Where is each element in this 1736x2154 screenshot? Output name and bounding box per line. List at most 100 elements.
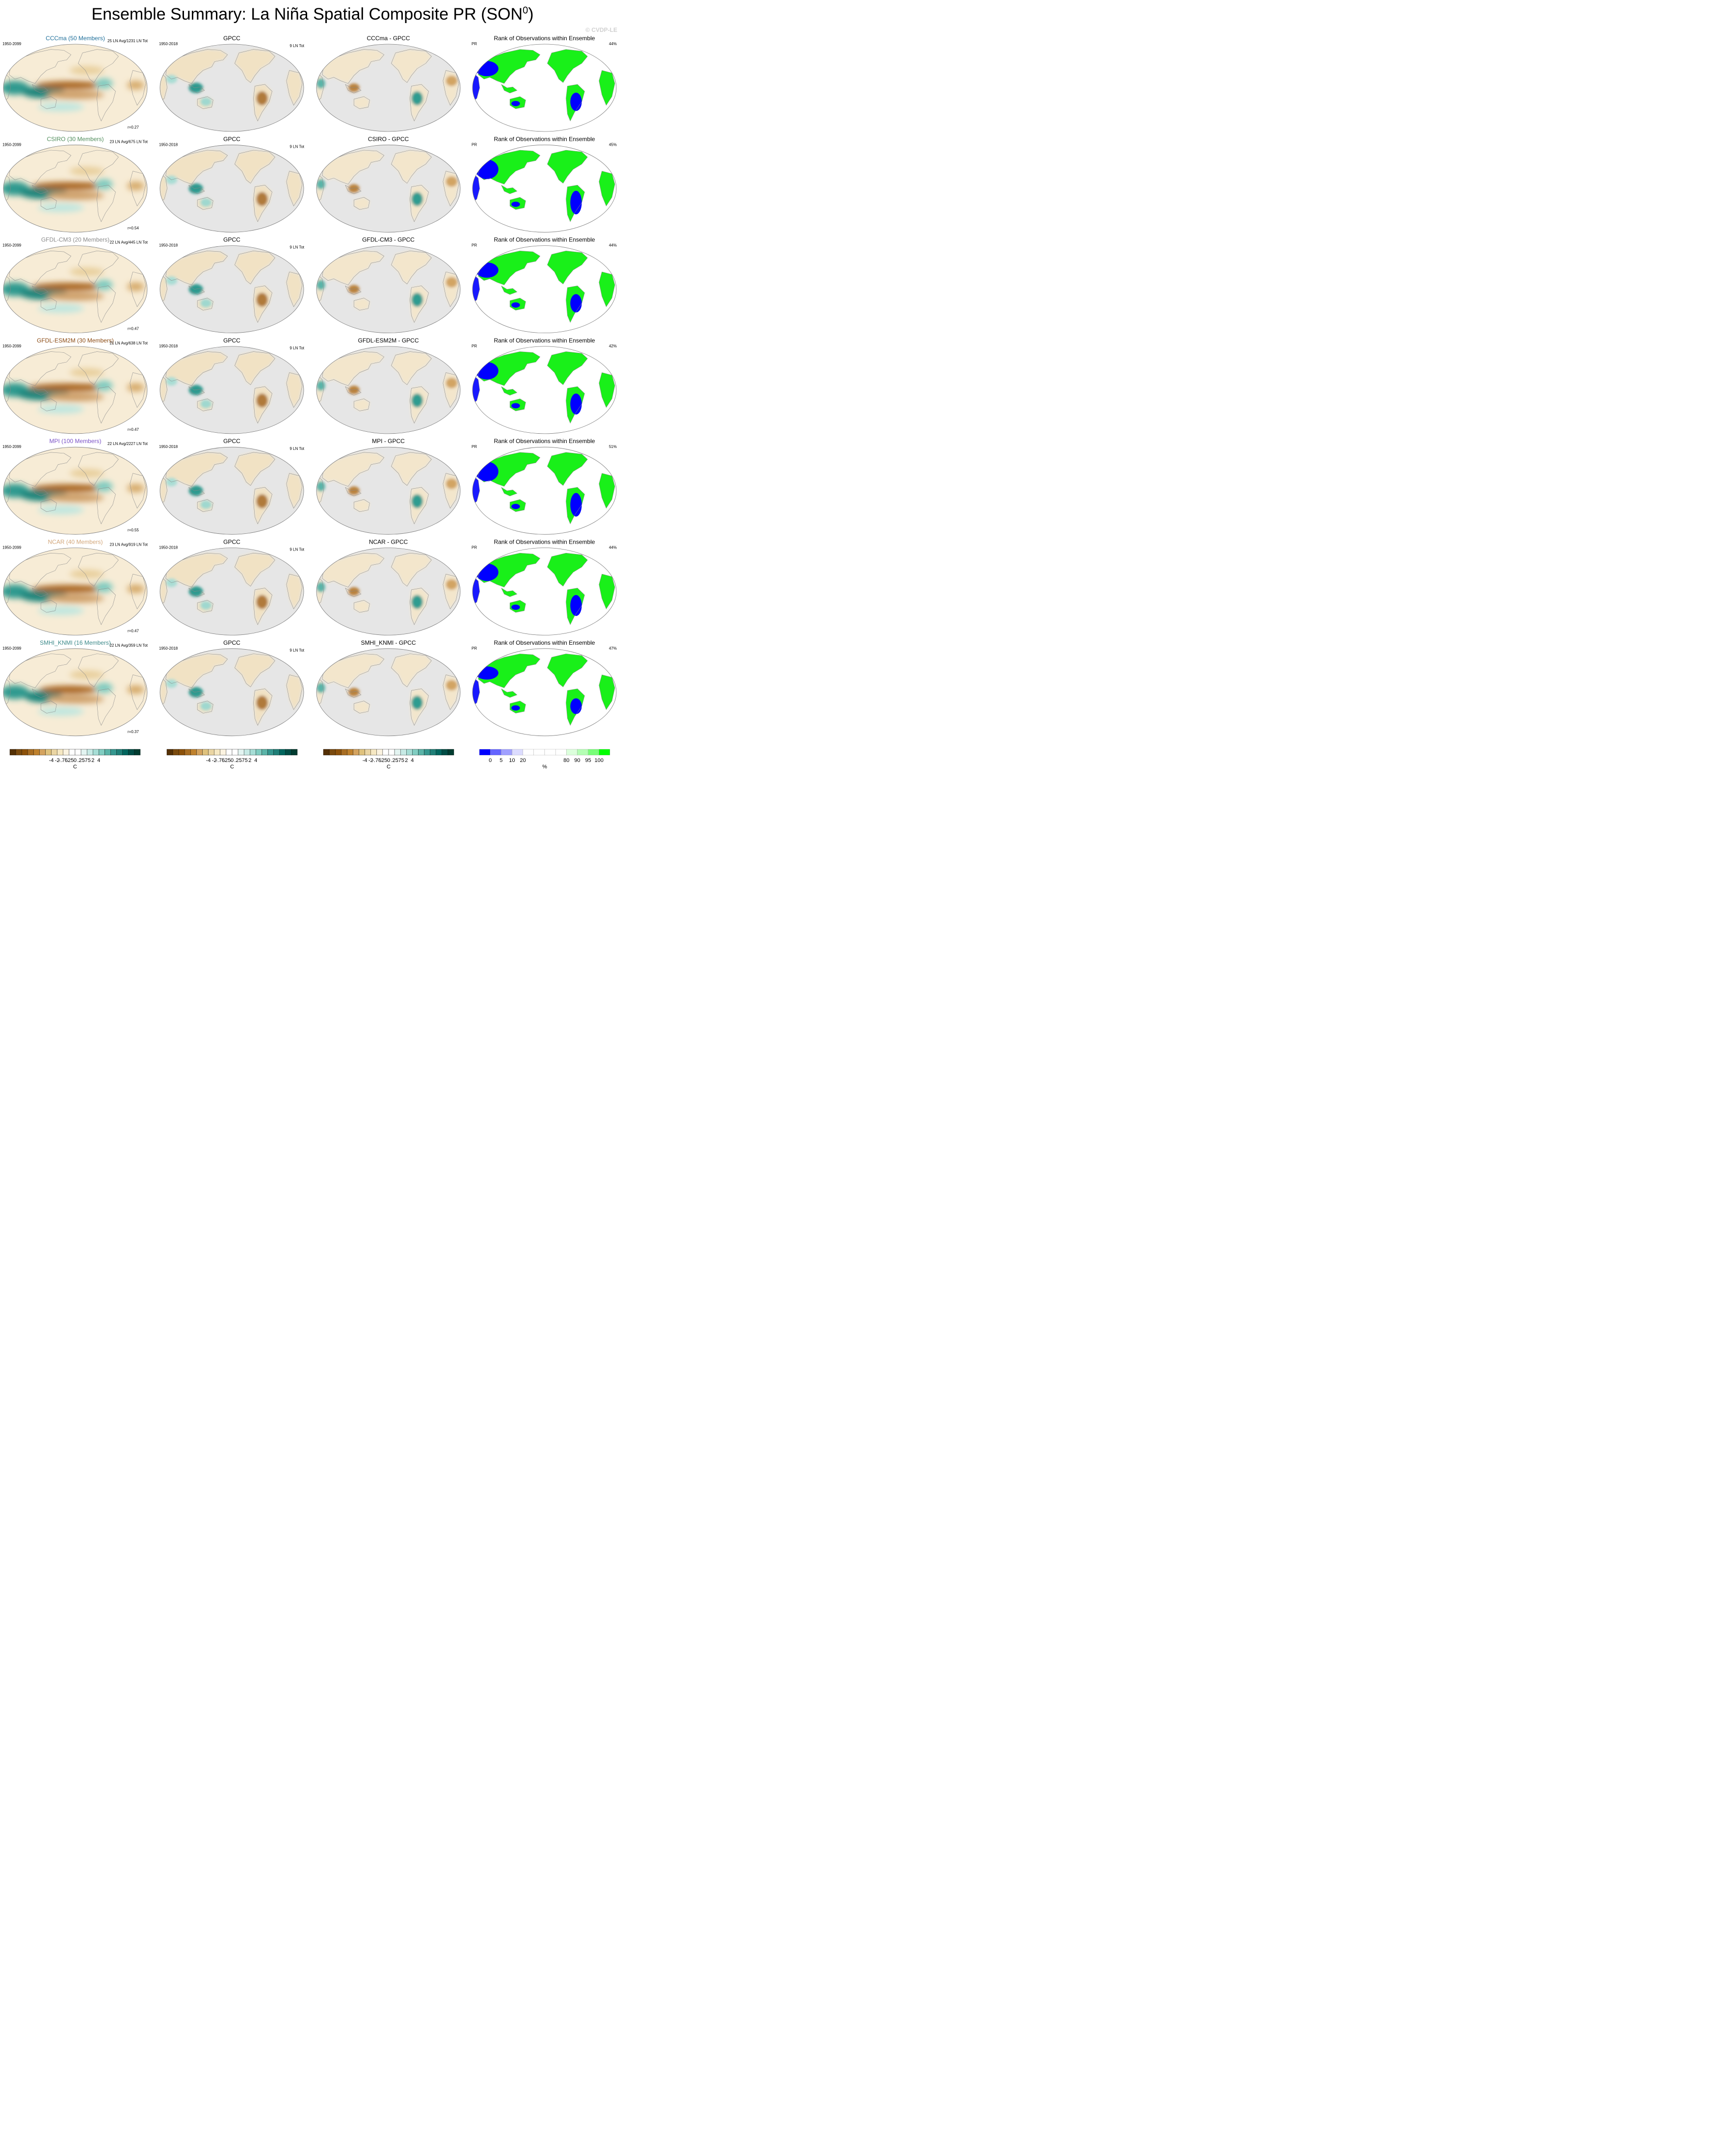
wet-blob <box>95 78 113 89</box>
rank-percent: 45% <box>609 142 617 147</box>
coastline-seasia <box>345 286 362 295</box>
coastline-namerica <box>391 654 432 687</box>
coastline-asia <box>165 552 228 587</box>
colorbar-tick-label: 2 <box>405 758 408 763</box>
obs-map <box>160 245 304 333</box>
land-africa <box>286 372 303 408</box>
dry-band <box>46 594 105 603</box>
land-asia <box>165 654 228 688</box>
coastline-namerica <box>547 351 588 385</box>
coastline-asia <box>322 351 385 386</box>
obs-count: 9 LN Tot <box>289 346 304 350</box>
dry-blob <box>256 292 268 307</box>
dry-blob <box>348 386 360 394</box>
coastline-namerica <box>235 654 275 687</box>
colorbar-tick-label: .75 <box>83 758 91 763</box>
coastline-africaW <box>160 173 167 203</box>
colorbar-tick-label: -.25 <box>221 758 231 763</box>
obs-map <box>160 447 304 535</box>
coastline-samerica <box>410 184 429 222</box>
coastline-africa <box>599 271 615 307</box>
coastline-australia <box>353 197 370 210</box>
land-asia <box>322 452 384 487</box>
coastline-africaW <box>473 676 480 707</box>
rank-land-asia <box>478 49 540 84</box>
map-border <box>159 447 304 535</box>
coastline-asia <box>9 654 72 688</box>
colorbar-cell <box>243 749 250 756</box>
model-map <box>3 648 147 736</box>
wet-blob <box>38 505 84 515</box>
coastline-africa <box>286 574 303 609</box>
dry-band <box>36 81 104 89</box>
colorbar-cell <box>329 749 336 756</box>
diff-field <box>316 351 459 423</box>
wet-blob <box>411 91 423 105</box>
obs-map <box>160 44 304 131</box>
map-border <box>316 144 461 233</box>
land-namerica <box>391 351 432 385</box>
obs-period: 1950-2018 <box>159 445 178 449</box>
colorbar-tick-label: 5 <box>500 758 502 763</box>
coastline-asia <box>9 150 72 184</box>
colorbar-cell <box>412 749 419 756</box>
dry-band <box>32 283 107 291</box>
land-africa <box>286 272 303 307</box>
coastline-asia <box>9 49 72 84</box>
land-africa <box>286 574 303 609</box>
rank-percent: 44% <box>609 42 617 46</box>
colorbar-cell <box>262 749 268 756</box>
coastline-namerica <box>391 150 432 184</box>
diff-title: MPI - GPCC <box>372 438 405 445</box>
coastline-africaW <box>316 173 324 203</box>
colorbar-cell <box>577 749 588 756</box>
diff-title: CSIRO - GPCC <box>368 135 409 142</box>
colorbar-tick-label: 0 <box>489 758 492 763</box>
dry-blob <box>69 368 105 377</box>
colorbar-cell <box>388 749 395 756</box>
rank-land-asia <box>478 251 540 285</box>
diff-map <box>316 245 460 333</box>
wet-blob <box>188 586 203 597</box>
dry-blob <box>256 494 268 508</box>
colorbar-cell <box>226 749 233 756</box>
coastline-africaW <box>3 576 11 606</box>
obs-field <box>160 553 303 625</box>
coastline-africa <box>130 171 146 207</box>
obs-map <box>160 648 304 736</box>
obs-count: 9 LN Tot <box>289 548 304 552</box>
dry-band <box>46 493 105 502</box>
model-field <box>3 368 145 414</box>
coastline-asia <box>478 49 541 84</box>
rank-land-namerica <box>547 150 588 184</box>
obs-field <box>160 351 303 423</box>
rank-land-namerica <box>547 654 588 687</box>
land-asia <box>322 49 384 84</box>
colorbar-tick-label: 0 <box>74 758 77 763</box>
map-border <box>3 548 148 635</box>
map-border <box>159 548 304 635</box>
land-namerica <box>235 553 275 586</box>
colorbar-cell <box>128 749 135 756</box>
model-stats: 21 LN Avg/638 LN Tot <box>109 341 148 345</box>
coastline-africaW <box>473 273 480 304</box>
rank-land-namerica <box>547 553 588 586</box>
rank-title: Rank of Observations within Ensemble <box>494 539 595 546</box>
coastline-africaW <box>160 576 167 606</box>
coastline-australia <box>509 298 526 311</box>
coastline-africaW <box>160 72 167 103</box>
dry-band <box>39 685 100 694</box>
model-field <box>3 66 145 112</box>
dry-band <box>46 393 105 402</box>
coastline-asia <box>9 552 72 587</box>
colorbar-cell <box>172 749 179 756</box>
colorbar-cell <box>347 749 353 756</box>
model-map <box>3 346 147 434</box>
model-map <box>3 447 147 535</box>
rank-variable: PR <box>472 646 477 651</box>
coastline-australia <box>197 96 213 109</box>
coastline-africa <box>443 674 459 710</box>
coastline-namerica <box>547 150 588 184</box>
coastline-seasia <box>501 84 518 94</box>
model-period: 1950-2099 <box>2 546 22 550</box>
